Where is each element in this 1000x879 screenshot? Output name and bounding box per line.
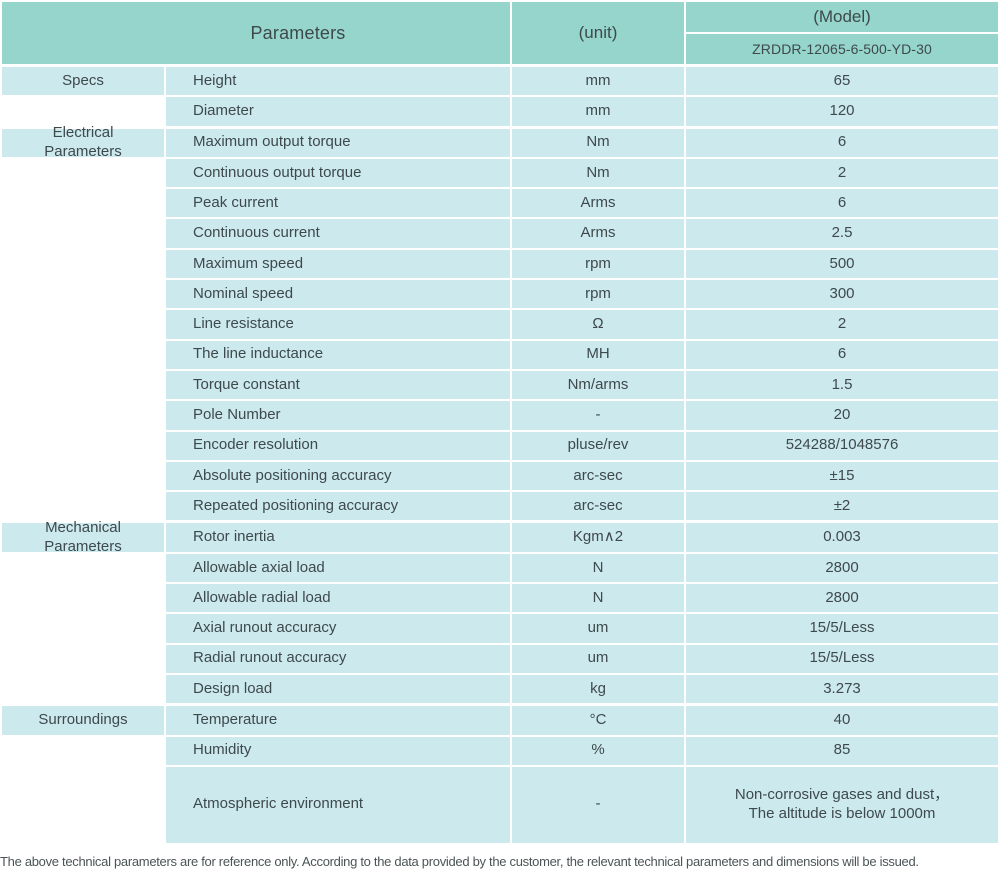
value-cell: 2 [686, 310, 998, 339]
unit-cell: Arms [512, 219, 684, 248]
unit-cell: MH [512, 340, 684, 369]
value-cell: 65 [686, 67, 998, 96]
unit-cell: kg [512, 674, 684, 704]
param-cell: Encoder resolution [166, 431, 510, 460]
param-cell: Radial runout accuracy [166, 644, 510, 673]
param-cell: Humidity [166, 736, 510, 765]
param-cell: Diameter [166, 97, 510, 126]
unit-cell: mm [512, 97, 684, 126]
param-cell: Temperature [166, 706, 510, 735]
value-cell: 2800 [686, 553, 998, 583]
unit-cell: Nm [512, 158, 684, 188]
value-cell: 2800 [686, 584, 998, 613]
value-cell: 15/5/Less [686, 644, 998, 673]
section-surroundings: Surroundings Temperature °C 40 Humidity% 85 At… [2, 706, 998, 843]
unit-cell: rpm [512, 249, 684, 279]
value-cell: 300 [686, 280, 998, 309]
value-cell: 15/5/Less [686, 614, 998, 643]
unit-cell: arc-sec [512, 492, 684, 521]
footer-note: The above technical parameters are for r… [0, 853, 919, 869]
value-cell: 524288/1048576 [686, 431, 998, 460]
unit-cell: % [512, 736, 684, 765]
section-mechanical-parameters: Mechanical Parameters Rotor inertia Kgm∧2 0… [2, 519, 998, 704]
header-model-column: (Model) ZRDDR-12065-6-500-YD-30 [686, 2, 998, 64]
param-cell: Rotor inertia [166, 523, 510, 552]
param-cell: Continuous current [166, 219, 510, 248]
param-cell: Axial runout accuracy [166, 614, 510, 643]
unit-cell: °C [512, 706, 684, 735]
category-cell: Electrical Parameters [2, 124, 164, 160]
param-cell: Maximum output torque [166, 128, 510, 157]
param-cell: Absolute positioning accuracy [166, 461, 510, 491]
value-cell: 0.003 [686, 523, 998, 552]
value-cell: 2.5 [686, 219, 998, 248]
value-cell: Non-corrosive gases and dust， The altitu… [686, 766, 998, 843]
unit-cell: Ω [512, 310, 684, 339]
param-cell: Design load [166, 674, 510, 704]
param-cell: Peak current [166, 189, 510, 218]
value-cell: ±15 [686, 461, 998, 491]
param-cell: Repeated positioning accuracy [166, 492, 510, 521]
param-cell: Atmospheric environment [166, 766, 510, 843]
param-cell: Allowable axial load [166, 553, 510, 583]
value-cell: 2 [686, 158, 998, 188]
section-electrical-parameters: Electrical Parameters Maximum output torq… [2, 124, 998, 521]
value-cell: 6 [686, 340, 998, 369]
table-header: Parameters (unit) (Model) ZRDDR-12065-6-… [2, 2, 998, 64]
unit-cell: - [512, 766, 684, 843]
category-cell: Mechanical Parameters [2, 519, 164, 555]
category-cell: Specs [2, 67, 164, 96]
param-cell: The line inductance [166, 340, 510, 369]
unit-cell: N [512, 584, 684, 613]
unit-cell: Arms [512, 189, 684, 218]
unit-cell: N [512, 553, 684, 583]
value-cell: 120 [686, 97, 998, 126]
header-unit-label: (unit) [512, 2, 684, 64]
spec-table: Parameters (unit) (Model) ZRDDR-12065-6-… [0, 0, 1000, 845]
header-parameters-label: Parameters [2, 2, 510, 64]
param-cell: Allowable radial load [166, 584, 510, 613]
param-cell: Line resistance [166, 310, 510, 339]
param-cell: Torque constant [166, 370, 510, 400]
unit-cell: um [512, 644, 684, 673]
header-model-value: ZRDDR-12065-6-500-YD-30 [686, 34, 998, 64]
value-cell: 20 [686, 401, 998, 430]
param-cell: Height [166, 67, 510, 96]
unit-cell: Nm/arms [512, 370, 684, 400]
value-cell: ±2 [686, 492, 998, 521]
param-cell: Pole Number [166, 401, 510, 430]
unit-cell: rpm [512, 280, 684, 309]
param-cell: Continuous output torque [166, 158, 510, 188]
value-cell: 6 [686, 128, 998, 157]
category-cell: Surroundings [2, 706, 164, 735]
value-cell: 500 [686, 249, 998, 279]
unit-cell: Nm [512, 128, 684, 157]
param-cell: Nominal speed [166, 280, 510, 309]
unit-cell: um [512, 614, 684, 643]
unit-cell: arc-sec [512, 461, 684, 491]
unit-cell: pluse/rev [512, 431, 684, 460]
value-cell: 1.5 [686, 370, 998, 400]
value-cell: 6 [686, 189, 998, 218]
value-cell: 40 [686, 706, 998, 735]
unit-cell: Kgm∧2 [512, 523, 684, 552]
header-model-label: (Model) [686, 2, 998, 32]
unit-cell: - [512, 401, 684, 430]
section-specs: Specs Height mm 65 Diameter mm 120 [2, 67, 998, 126]
value-cell: 3.273 [686, 674, 998, 704]
value-cell: 85 [686, 736, 998, 765]
unit-cell: mm [512, 67, 684, 96]
param-cell: Maximum speed [166, 249, 510, 279]
